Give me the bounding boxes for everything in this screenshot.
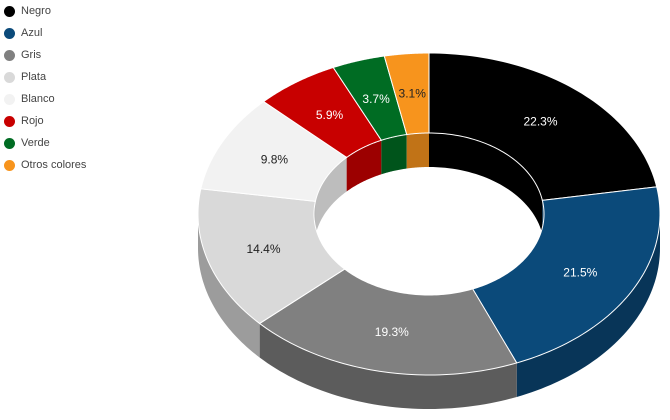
legend-item-azul[interactable]: Azul bbox=[4, 22, 86, 44]
legend-label-gris: Gris bbox=[21, 49, 42, 61]
legend-label-blanco: Blanco bbox=[21, 93, 55, 105]
legend-item-blanco[interactable]: Blanco bbox=[4, 88, 86, 110]
chart-legend: Negro Azul Gris Plata Blanco Rojo Verde Otros c… bbox=[4, 0, 86, 176]
legend-swatch-otros-colores bbox=[4, 159, 15, 171]
legend-swatch-verde bbox=[4, 137, 15, 149]
slice-label-otros-colores: 3.1% bbox=[399, 87, 427, 101]
legend-swatch-negro bbox=[4, 5, 15, 17]
legend-item-rojo[interactable]: Rojo bbox=[4, 110, 86, 132]
legend-label-otros-colores: Otros colores bbox=[21, 159, 87, 171]
legend-item-plata[interactable]: Plata bbox=[4, 66, 86, 88]
legend-swatch-plata bbox=[4, 71, 15, 83]
slice-labels: 22.3% 21.5% 19.3% 14.4% 9.8% 5.9% 3.7% 3.1% bbox=[246, 87, 597, 340]
slice-inner-wall-blanco bbox=[315, 157, 347, 236]
legend-item-otros-colores[interactable]: Otros colores bbox=[4, 154, 86, 176]
legend-label-azul: Azul bbox=[21, 27, 43, 39]
slice-label-gris: 19.3% bbox=[375, 325, 409, 339]
slice-inner-wall-otros-colores bbox=[406, 133, 429, 169]
donut-top-layer bbox=[197, 52, 661, 376]
slice-otros-colores[interactable] bbox=[383, 52, 430, 136]
slice-label-azul: 21.5% bbox=[563, 266, 597, 280]
slice-label-plata: 14.4% bbox=[246, 242, 280, 256]
slice-inner-wall-verde bbox=[381, 134, 407, 175]
slice-outer-wall-plata bbox=[198, 214, 260, 358]
legend-swatch-gris bbox=[4, 49, 15, 61]
slice-inner-wall-rojo bbox=[346, 140, 382, 192]
slice-outer-wall-gris bbox=[259, 323, 517, 409]
legend-item-negro[interactable]: Negro bbox=[4, 0, 86, 22]
legend-item-gris[interactable]: Gris bbox=[4, 44, 86, 66]
legend-label-plata: Plata bbox=[21, 71, 47, 83]
legend-swatch-rojo bbox=[4, 115, 15, 127]
slice-label-verde: 3.7% bbox=[362, 92, 390, 106]
slice-label-blanco: 9.8% bbox=[261, 153, 289, 167]
slice-label-negro: 22.3% bbox=[523, 115, 557, 129]
slice-inner-wall-negro bbox=[429, 133, 543, 235]
legend-item-verde[interactable]: Verde bbox=[4, 132, 86, 154]
legend-swatch-blanco bbox=[4, 93, 15, 105]
legend-label-verde: Verde bbox=[21, 137, 50, 149]
slice-outer-wall-azul bbox=[516, 214, 660, 397]
slice-label-rojo: 5.9% bbox=[316, 108, 344, 122]
legend-swatch-azul bbox=[4, 27, 15, 39]
legend-label-rojo: Rojo bbox=[21, 115, 44, 127]
legend-label-negro: Negro bbox=[21, 5, 51, 17]
donut-depth-layer bbox=[198, 133, 660, 409]
